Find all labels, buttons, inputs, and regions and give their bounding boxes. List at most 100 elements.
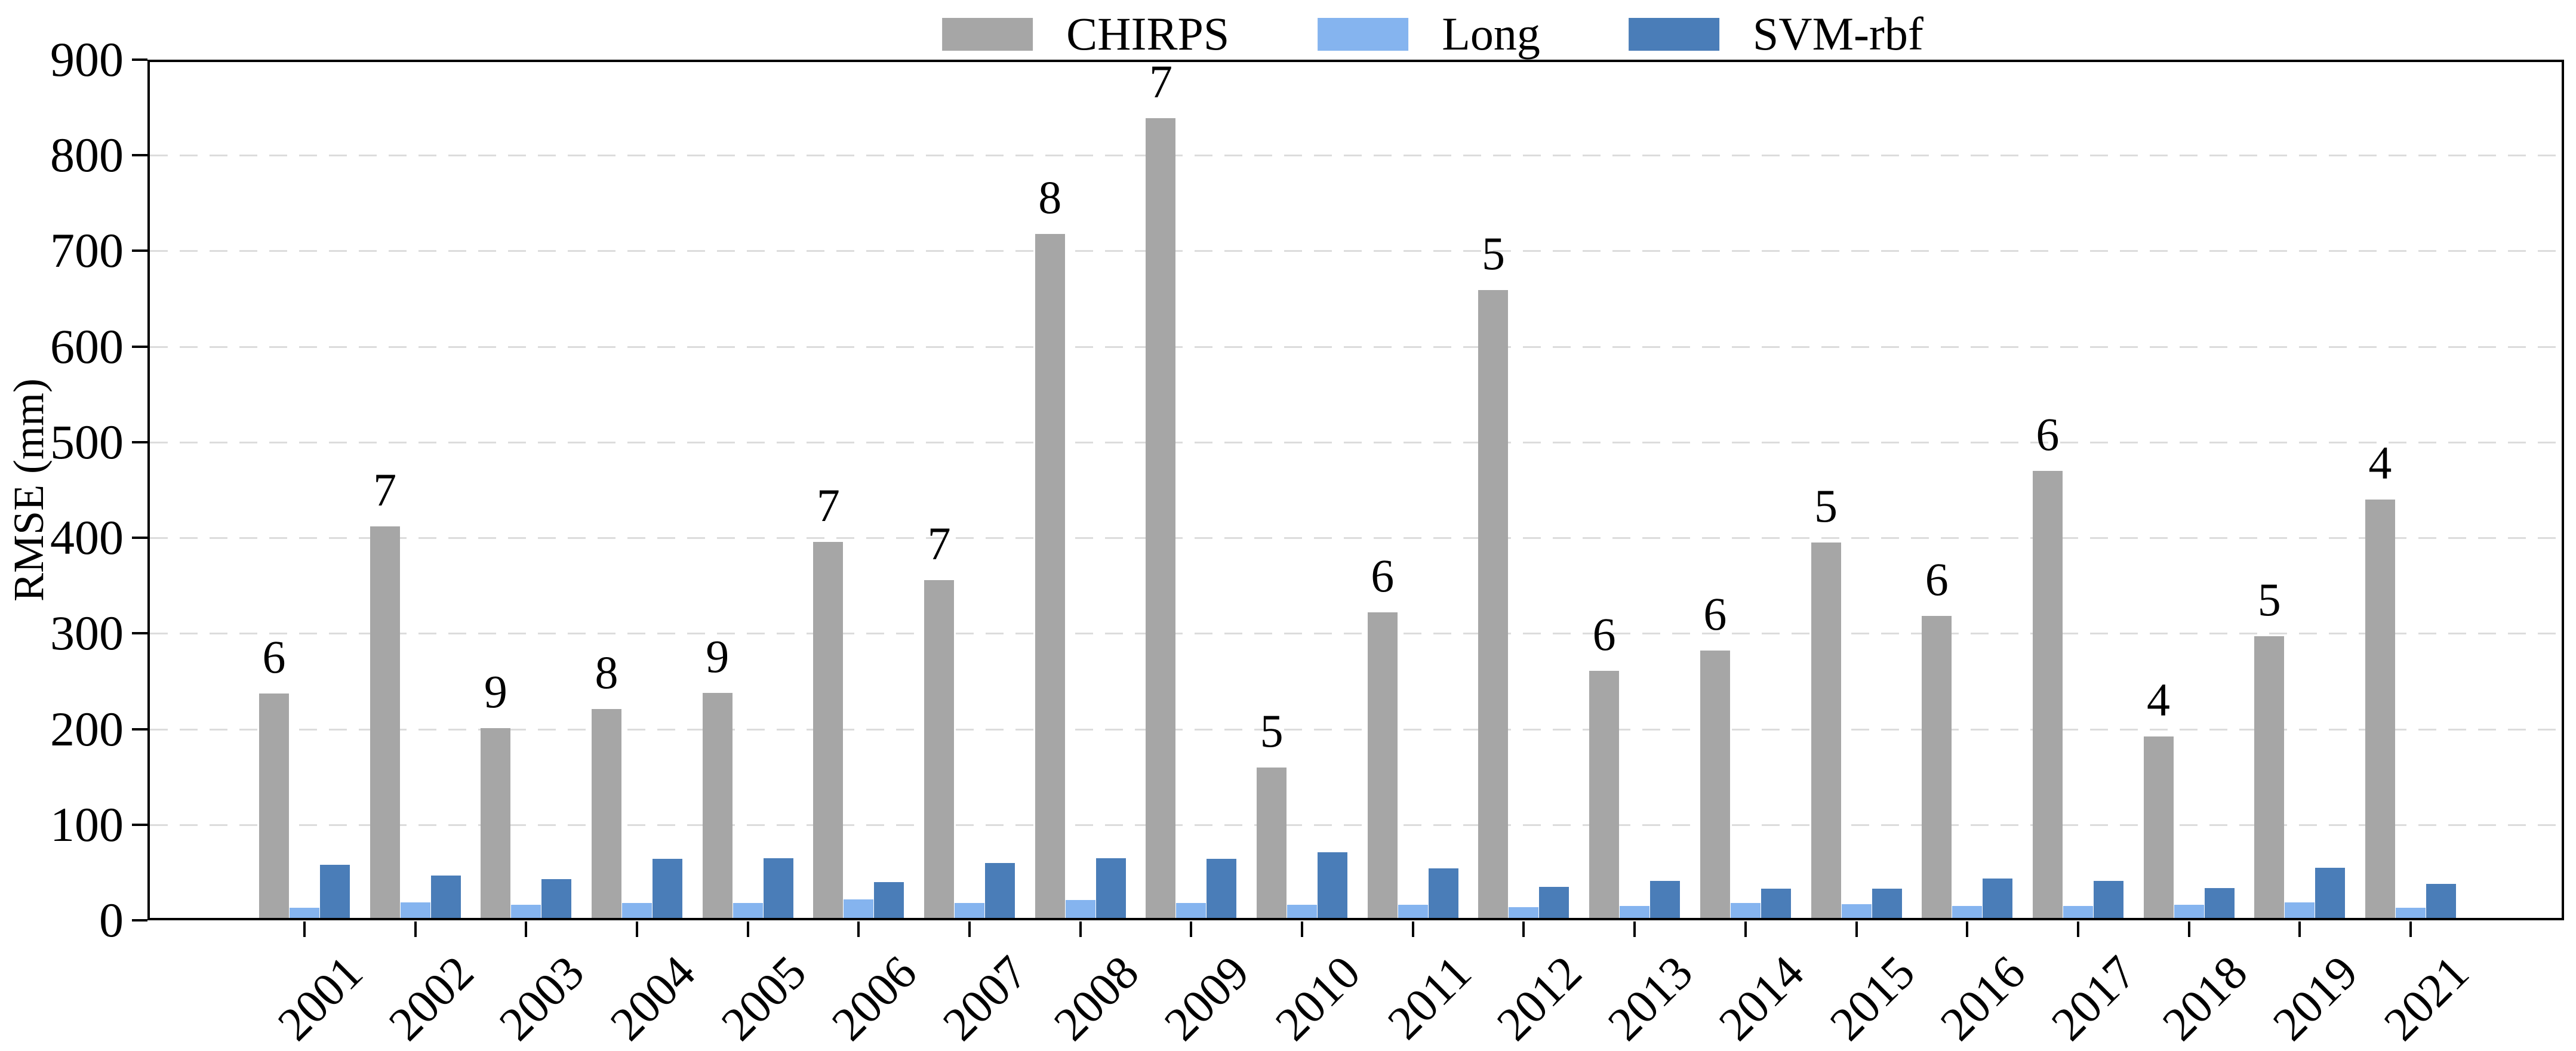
bar-chirps-2003: [481, 728, 511, 920]
bar-svm-rbf-2010: [1318, 852, 1348, 920]
bar-annotation-2021: 4: [2368, 437, 2392, 489]
y-tick-900: [132, 58, 147, 61]
x-tick-label-2005: 2005: [711, 946, 817, 1051]
x-tick-label-2015: 2015: [1820, 946, 1925, 1051]
bar-annotation-2015: 5: [1814, 480, 1838, 532]
bar-svm-rbf-2019: [2315, 867, 2346, 920]
x-tick-2012: [1522, 921, 1525, 937]
gridline-300: [150, 633, 2562, 635]
x-tick-2008: [1079, 921, 1082, 937]
bar-svm-rbf-2003: [541, 879, 572, 920]
x-tick-label-2011: 2011: [1377, 946, 1482, 1050]
y-tick-label-100: 100: [50, 797, 124, 852]
x-tick-label-2013: 2013: [1598, 946, 1703, 1051]
x-tick-2019: [2298, 921, 2301, 937]
y-tick-label-900: 900: [50, 32, 124, 87]
y-tick-label-700: 700: [50, 223, 124, 278]
bar-long-2009: [1176, 903, 1207, 920]
gridline-500: [150, 441, 2562, 443]
x-tick-2007: [968, 921, 971, 937]
bar-long-2016: [1952, 905, 1983, 920]
bar-chirps-2002: [370, 526, 400, 920]
bar-svm-rbf-2001: [320, 865, 350, 920]
bar-chirps-2008: [1035, 233, 1065, 920]
bar-chirps-2004: [592, 708, 622, 920]
bar-svm-rbf-2015: [1872, 889, 1902, 920]
x-tick-2021: [2409, 921, 2412, 937]
x-tick-label-2014: 2014: [1709, 946, 1814, 1051]
x-tick-label-2012: 2012: [1487, 946, 1592, 1051]
bar-chirps-2001: [259, 694, 289, 920]
bar-chirps-2017: [2032, 470, 2063, 920]
bar-long-2005: [733, 903, 763, 920]
bar-chirps-2010: [1257, 767, 1287, 920]
x-tick-2003: [525, 921, 528, 937]
bar-annotation-2017: 6: [2036, 408, 2060, 460]
bar-annotation-2005: 9: [706, 630, 730, 682]
bar-annotation-2006: 7: [816, 479, 840, 531]
bar-annotation-2013: 6: [1592, 608, 1616, 660]
y-tick-500: [132, 440, 147, 443]
bar-annotation-2004: 8: [595, 646, 618, 698]
bar-annotation-2011: 6: [1371, 550, 1395, 602]
bar-chirps-2011: [1367, 612, 1398, 920]
bar-annotation-2012: 5: [1481, 227, 1505, 280]
bar-chirps-2016: [1922, 616, 1952, 920]
y-tick-100: [132, 823, 147, 826]
bar-long-2014: [1730, 903, 1761, 920]
bar-svm-rbf-2012: [1539, 886, 1569, 920]
gridline-200: [150, 728, 2562, 731]
chart-legend: CHIRPS Long SVM-rbf: [942, 11, 1923, 57]
x-tick-label-2001: 2001: [268, 946, 373, 1051]
bar-annotation-2001: 6: [262, 631, 286, 683]
bar-svm-rbf-2008: [1095, 858, 1126, 920]
bar-long-2007: [955, 903, 985, 920]
bar-svm-rbf-2002: [430, 875, 461, 920]
bar-long-2015: [1841, 904, 1872, 920]
bar-chirps-2018: [2143, 736, 2174, 920]
bar-annotation-2007: 7: [927, 517, 951, 569]
x-tick-2006: [857, 921, 860, 937]
bar-svm-rbf-2016: [1983, 878, 2013, 920]
x-tick-2010: [1301, 921, 1304, 937]
legend-label-chirps: CHIRPS: [1066, 8, 1230, 60]
gridline-400: [150, 537, 2562, 540]
bar-long-2003: [511, 905, 541, 920]
bar-chirps-2021: [2365, 500, 2395, 920]
x-tick-label-2002: 2002: [378, 946, 484, 1051]
bar-svm-rbf-2004: [653, 859, 683, 920]
legend-label-long: Long: [1442, 8, 1540, 60]
x-tick-2018: [2187, 921, 2190, 937]
x-tick-label-2017: 2017: [2041, 946, 2147, 1051]
bar-svm-rbf-2018: [2204, 887, 2235, 920]
y-tick-200: [132, 728, 147, 731]
bar-long-2011: [1398, 905, 1428, 920]
x-tick-label-2009: 2009: [1155, 946, 1260, 1051]
bar-long-2013: [1620, 905, 1650, 920]
bar-chirps-2005: [702, 692, 733, 920]
y-tick-400: [132, 537, 147, 540]
x-tick-2001: [303, 921, 306, 937]
legend-item-chirps: CHIRPS: [942, 11, 1229, 57]
bar-long-2010: [1287, 905, 1318, 920]
x-tick-label-2010: 2010: [1266, 946, 1371, 1051]
bar-long-2001: [290, 908, 319, 920]
x-tick-2017: [2076, 921, 2079, 937]
bar-long-2017: [2063, 905, 2093, 920]
bar-annotation-2010: 5: [1260, 704, 1284, 757]
x-tick-2014: [1744, 921, 1747, 937]
y-tick-label-600: 600: [50, 319, 124, 374]
legend-item-svm-rbf: SVM-rbf: [1628, 8, 1923, 60]
x-tick-label-2004: 2004: [601, 946, 706, 1051]
bar-chirps-2009: [1146, 118, 1176, 920]
legend-label-svm-rbf: SVM-rbf: [1752, 8, 1923, 60]
bar-annotation-2003: 9: [484, 665, 507, 717]
x-tick-2004: [636, 921, 639, 937]
bar-long-2006: [844, 899, 874, 920]
y-tick-800: [132, 154, 147, 157]
gridline-100: [150, 824, 2562, 826]
bar-long-2004: [622, 903, 653, 920]
bar-svm-rbf-2011: [1428, 868, 1458, 920]
bar-annotation-2019: 5: [2257, 574, 2281, 626]
bar-annotation-2018: 4: [2147, 674, 2171, 726]
